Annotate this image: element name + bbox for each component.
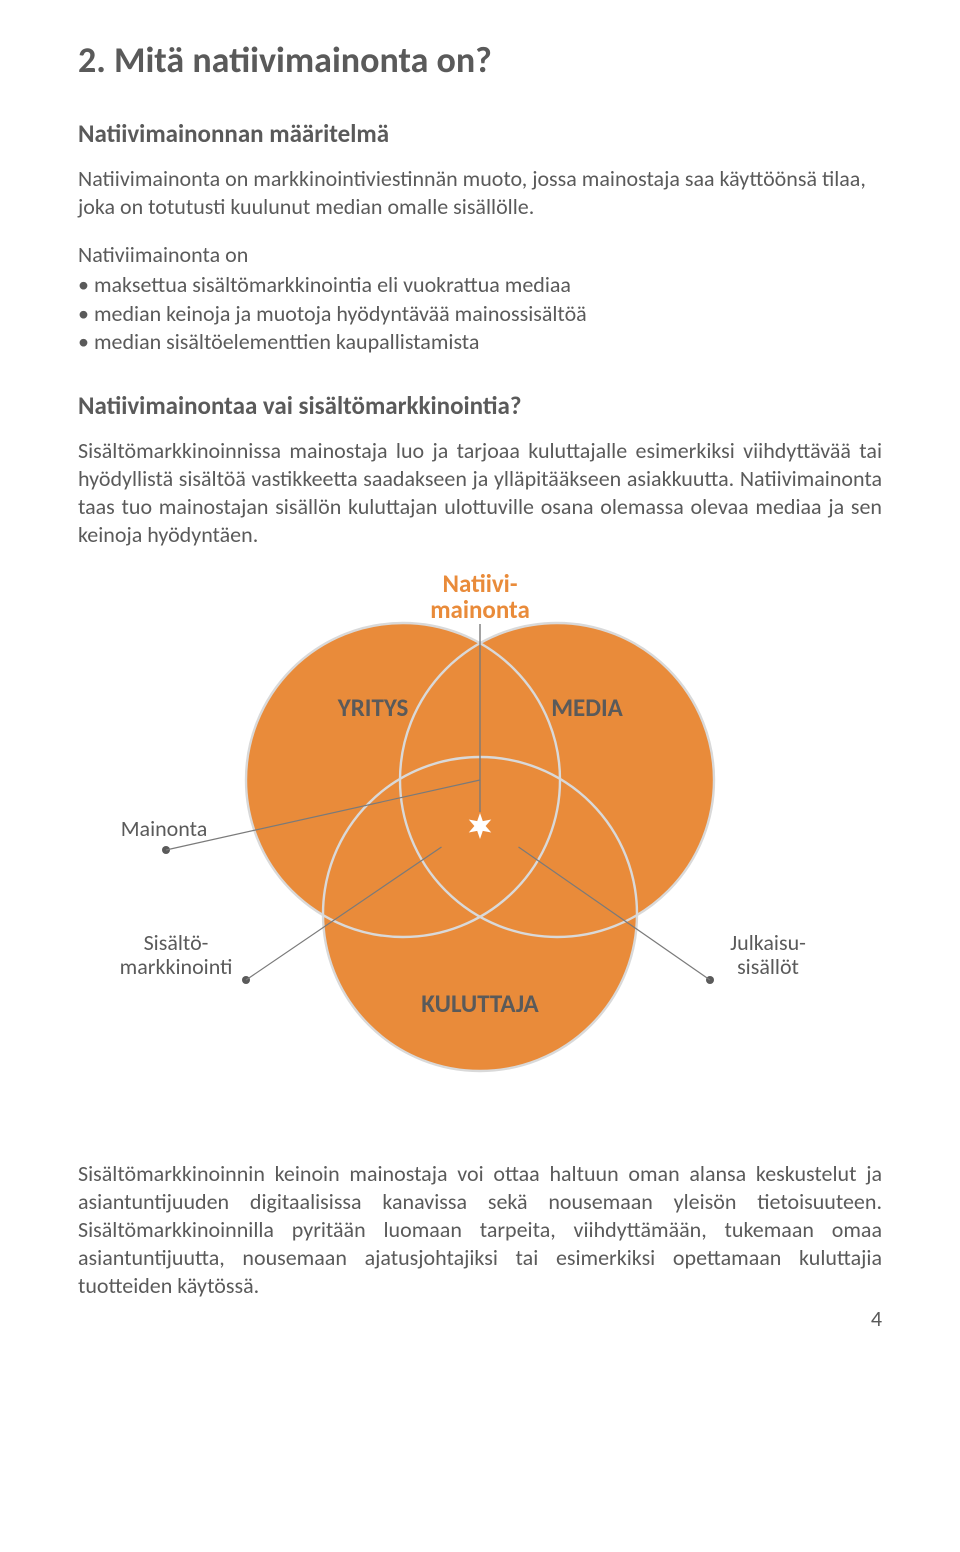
venn-label-julkaisusisallot: Julkaisu- [730, 929, 806, 956]
venn-label-yritys: YRITYS [337, 692, 409, 723]
section2-heading: Natiivimainontaa vai sisältömarkkinointi… [78, 390, 882, 421]
list-item: median keinoja ja muotoja hyödyntävää ma… [78, 300, 882, 328]
venn-accent-label: mainonta [430, 594, 530, 625]
bullets-list: maksettua sisältömarkkinointia eli vuokr… [78, 271, 882, 355]
venn-label-sisaltomarkkinointi: Sisältö- [144, 929, 209, 956]
venn-label-julkaisusisallot: sisällöt [737, 953, 799, 980]
list-item: maksettua sisältömarkkinointia eli vuokr… [78, 271, 882, 299]
venn-label-kuluttaja: KULUTTAJA [421, 988, 539, 1019]
venn-diagram: Natiivi-mainontaYRITYSMEDIAKULUTTAJAMain… [78, 564, 882, 1124]
venn-label-sisaltomarkkinointi: markkinointi [120, 953, 233, 980]
closing-para: Sisältömarkkinoinnin keinoin mainostaja … [78, 1160, 882, 1301]
bullets-leadin: Nativiimainonta on [78, 241, 882, 269]
venn-label-mainonta: Mainonta [121, 815, 208, 842]
section1-para: Natiivimainonta on markkinointiviestinnä… [78, 165, 882, 221]
section2-para: Sisältömarkkinoinnissa mainostaja luo ja… [78, 437, 882, 550]
venn-label-media: MEDIA [551, 692, 623, 723]
section1-heading: Natiivimainonnan määritelmä [78, 118, 882, 149]
page-title: 2. Mitä natiivimainonta on? [78, 38, 882, 82]
page-number: 4 [871, 1305, 882, 1332]
list-item: median sisältöelementtien kaupallistamis… [78, 328, 882, 356]
page: 2. Mitä natiivimainonta on? Natiivimaino… [0, 0, 960, 1350]
